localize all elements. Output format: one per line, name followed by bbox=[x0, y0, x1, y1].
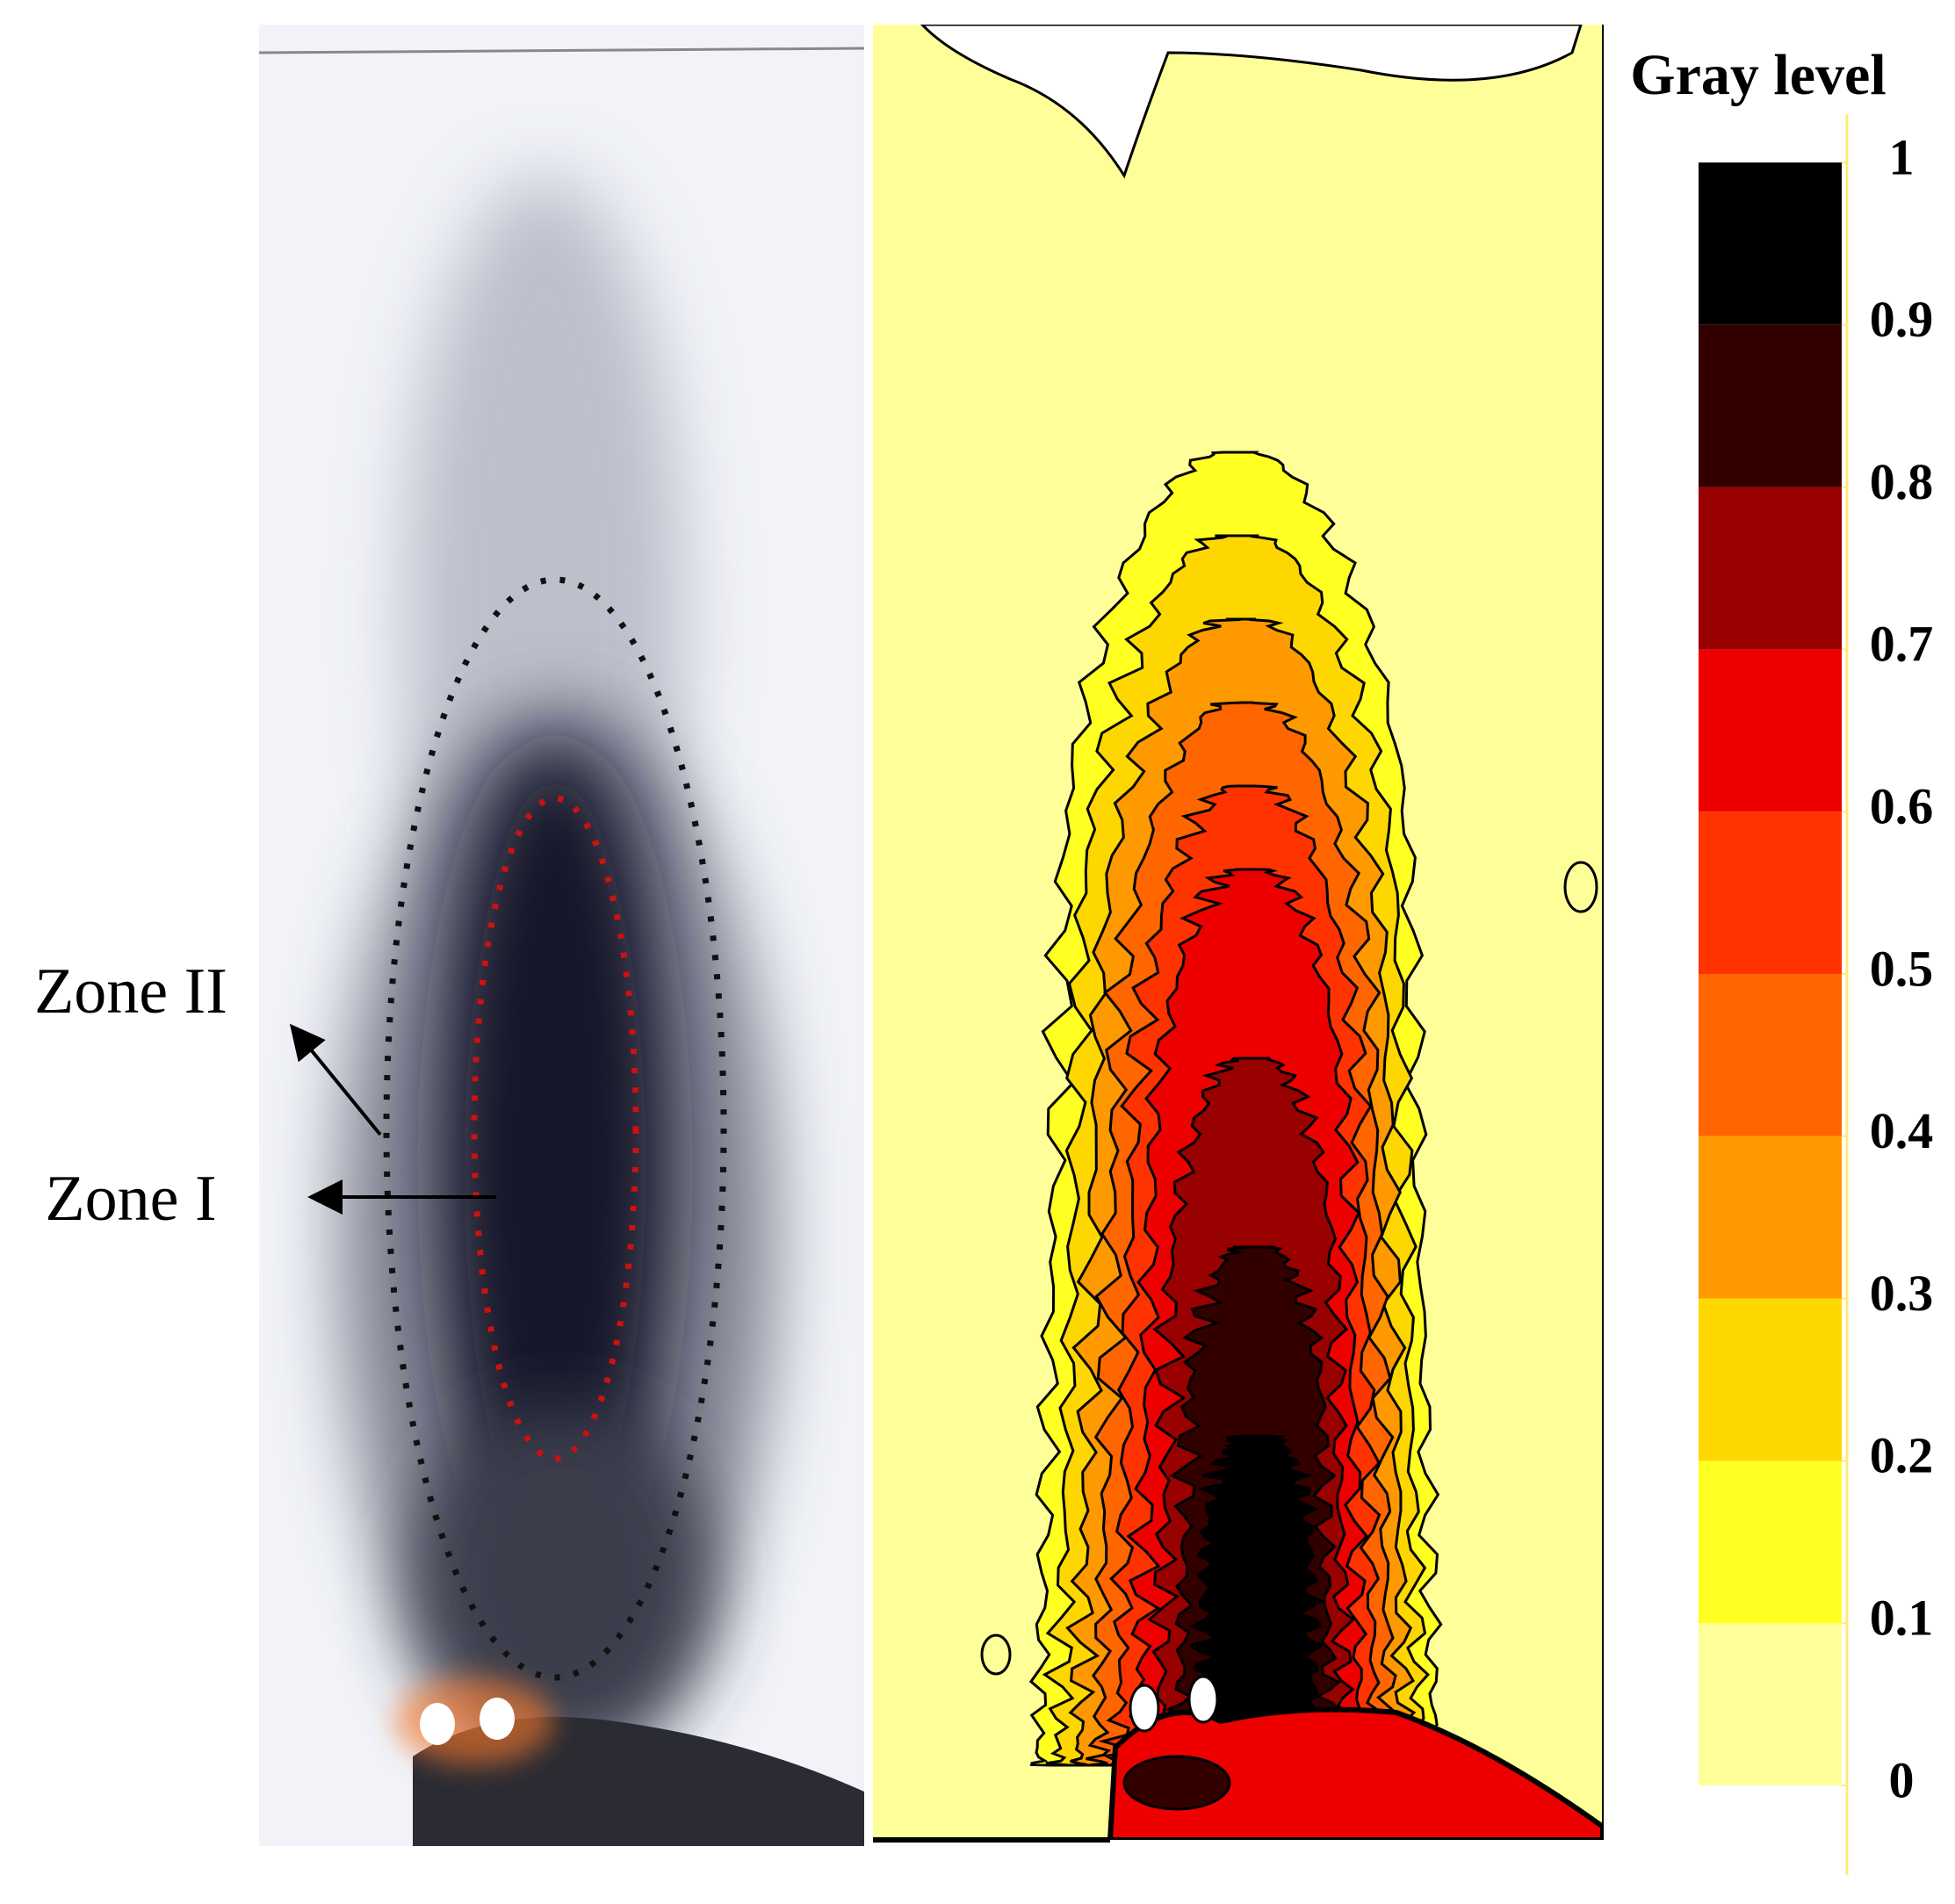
tick-label: 0.4 bbox=[1870, 1102, 1934, 1159]
bright-spot bbox=[1129, 1684, 1160, 1733]
contour-blob bbox=[980, 1634, 1012, 1676]
tick-label: 0.7 bbox=[1870, 616, 1934, 673]
tick-label: 0.2 bbox=[1870, 1427, 1934, 1484]
colorbar-band bbox=[1699, 487, 1842, 650]
colorbar-band bbox=[1699, 162, 1842, 325]
contour-base bbox=[1107, 1706, 1603, 1840]
colorbar-band bbox=[1699, 1460, 1842, 1624]
contour-blob bbox=[1563, 861, 1598, 913]
colorbar-band bbox=[1699, 324, 1842, 487]
arrow bbox=[289, 1023, 382, 1136]
tick-label: 0 bbox=[1889, 1751, 1915, 1808]
colorbar-band bbox=[1699, 1136, 1842, 1299]
contour-panel bbox=[873, 25, 1603, 1840]
colorbar-band bbox=[1699, 811, 1842, 974]
bright-spot bbox=[1187, 1675, 1219, 1724]
colorbar-band bbox=[1699, 649, 1842, 812]
tick-label: 0.5 bbox=[1870, 940, 1934, 997]
tick-label: 0.9 bbox=[1870, 291, 1934, 348]
colorbar-band bbox=[1699, 974, 1842, 1136]
tick-label: 0.3 bbox=[1870, 1265, 1934, 1322]
colorbar: Gray level 0 0.1 0.2 0.3 0.4 0.5 0.6 0.7 0.8 0.9 1 bbox=[1630, 43, 1933, 1808]
colorbar-title: Gray level bbox=[1630, 43, 1886, 107]
contour-blob bbox=[1122, 1755, 1231, 1811]
tick-label: 0.6 bbox=[1870, 778, 1934, 835]
tick-label: 0.8 bbox=[1870, 453, 1934, 510]
tick-label: 1 bbox=[1889, 128, 1915, 185]
zone-label: Zone I bbox=[45, 1163, 216, 1235]
zone-label: Zone II bbox=[34, 956, 227, 1028]
tick-label: 0.1 bbox=[1870, 1590, 1934, 1647]
colorbar-band bbox=[1699, 1623, 1842, 1785]
colorbar-band bbox=[1699, 1298, 1842, 1461]
photo-panel bbox=[259, 25, 864, 1846]
